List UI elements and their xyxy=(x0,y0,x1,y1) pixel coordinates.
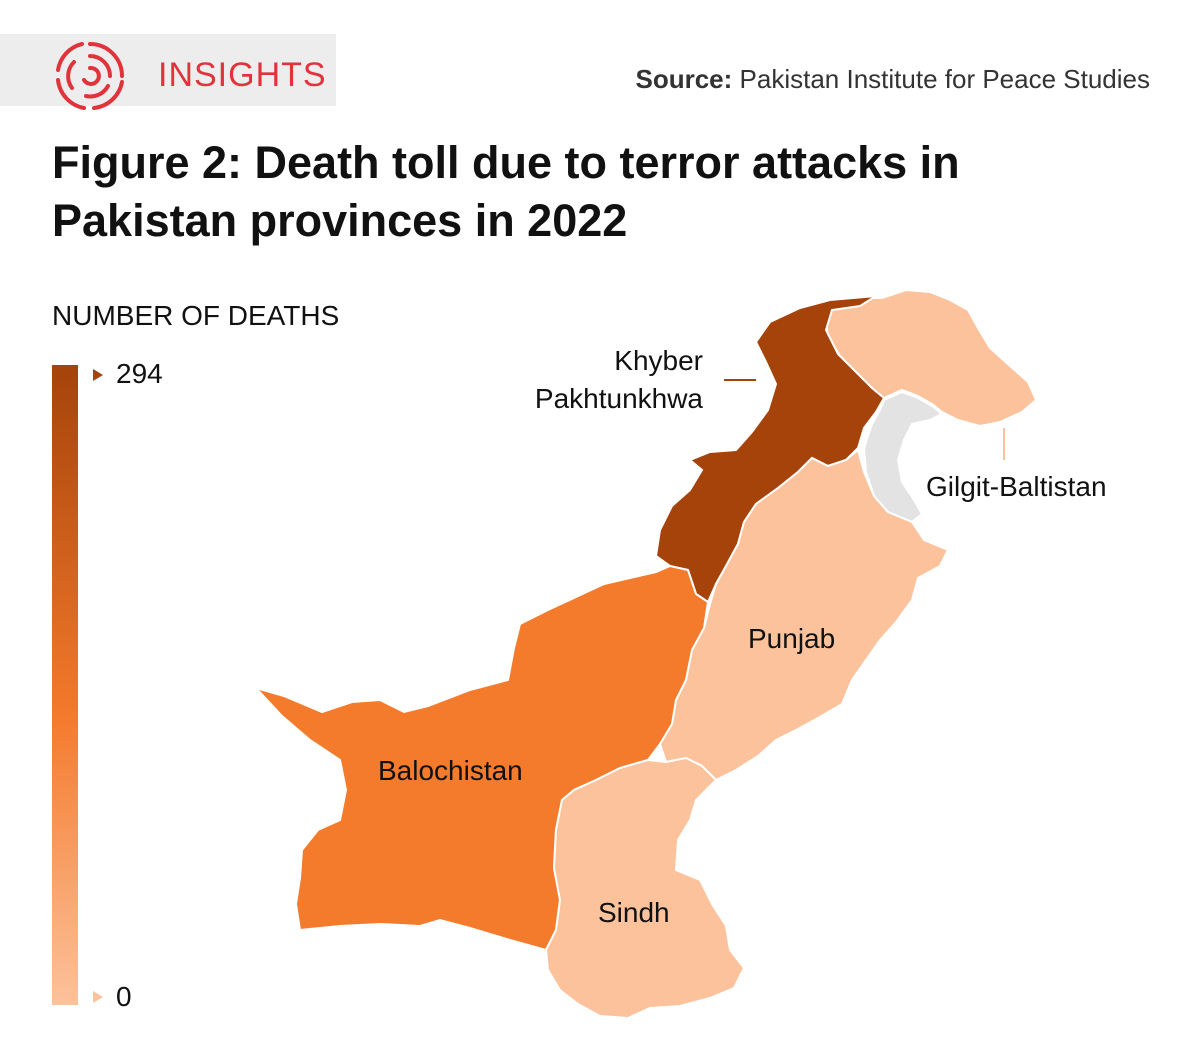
legend-title: NUMBER OF DEATHS xyxy=(52,300,340,331)
legend-min-label: 0 xyxy=(116,981,132,1012)
insights-logo-icon xyxy=(56,42,124,110)
legend-min-marker-icon xyxy=(93,991,103,1003)
legend-color-scale xyxy=(52,365,78,1005)
figure-title: Figure 2: Death toll due to terror attac… xyxy=(52,137,960,246)
source-credit: Source: Pakistan Institute for Peace Stu… xyxy=(636,64,1151,95)
region-sindh xyxy=(544,756,746,1020)
disputed-territory xyxy=(862,390,944,524)
label-balochistan: Balochistan xyxy=(378,755,523,786)
label-punjab: Punjab xyxy=(748,623,835,654)
brand-name: INSIGHTS xyxy=(158,56,327,94)
label-gilgit-baltistan: Gilgit-Baltistan xyxy=(926,471,1107,502)
label-sindh: Sindh xyxy=(598,897,670,928)
legend-max-label: 294 xyxy=(116,358,163,389)
label-khyber-line-1: Khyber xyxy=(614,345,703,376)
legend-max-marker-icon xyxy=(93,369,103,381)
source-text: Pakistan Institute for Peace Studies xyxy=(739,64,1150,94)
region-punjab xyxy=(658,448,950,782)
source-label: Source: xyxy=(635,64,733,94)
label-khyber-line-2: Pakhtunkhwa xyxy=(535,383,704,414)
